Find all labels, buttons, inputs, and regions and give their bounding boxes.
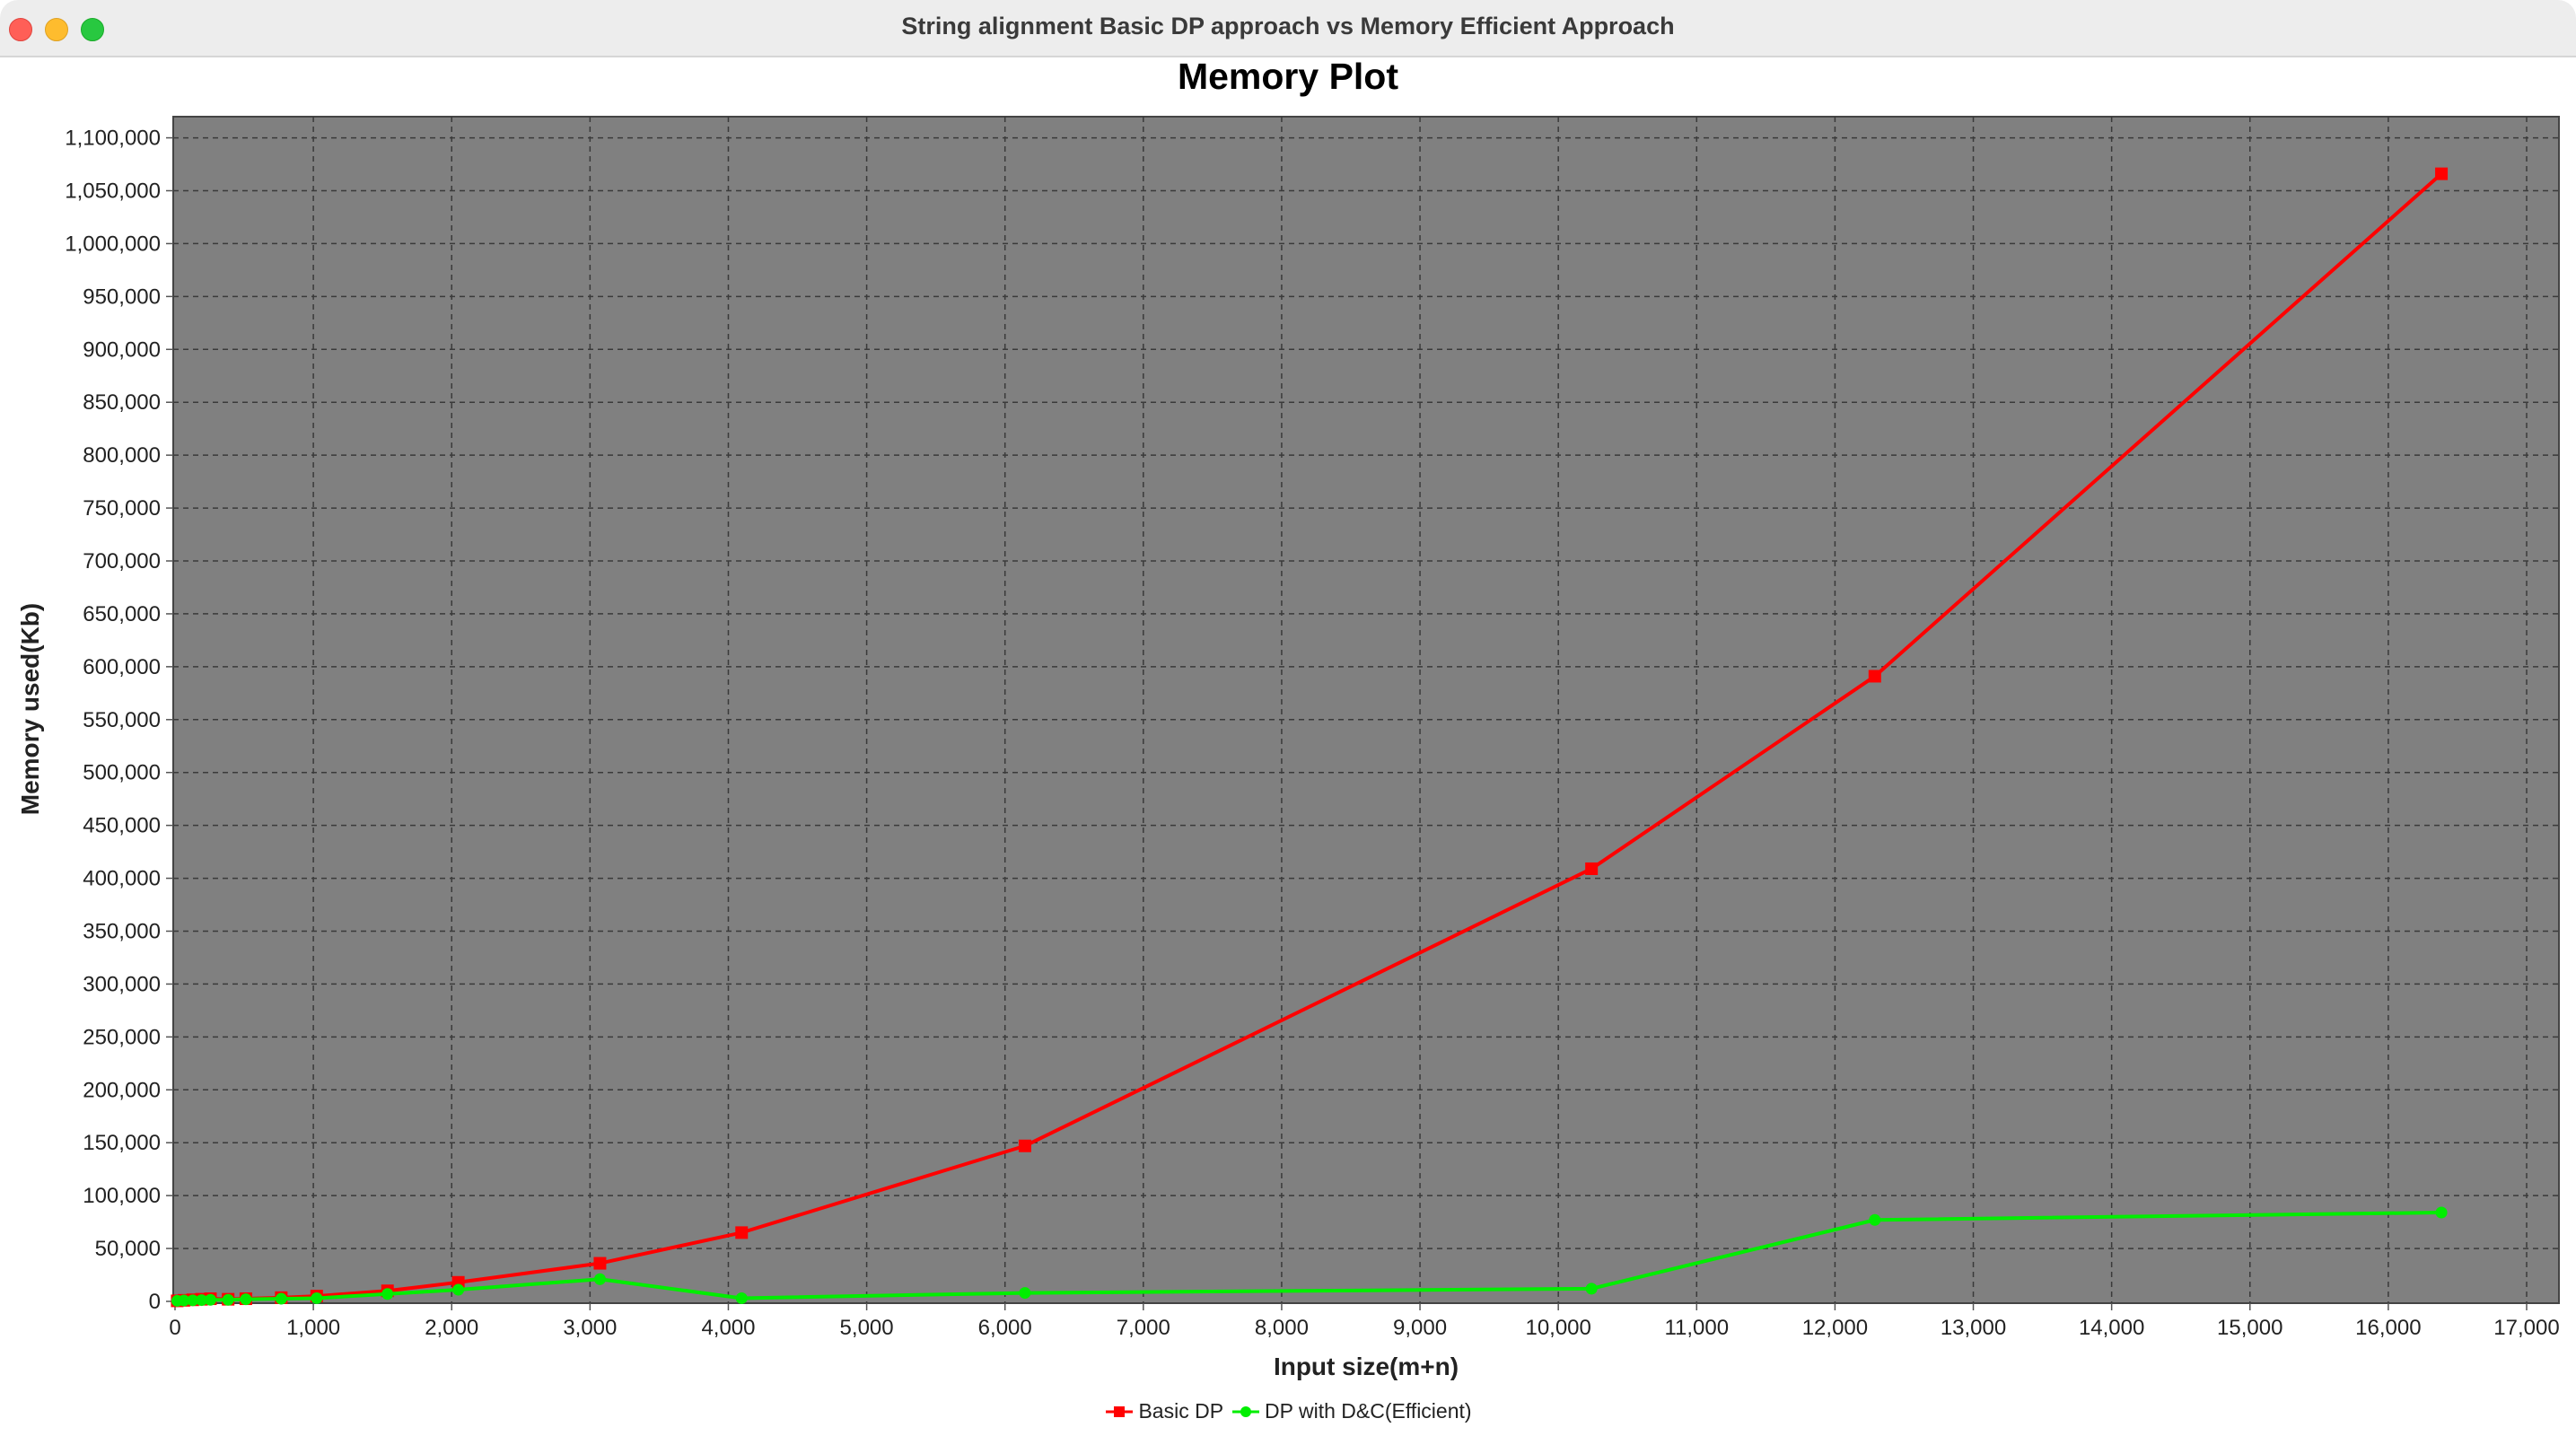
x-tick-label: 6,000 bbox=[978, 1316, 1032, 1340]
x-tick-label: 16,000 bbox=[2355, 1316, 2421, 1340]
x-tick-label: 15,000 bbox=[2217, 1316, 2282, 1340]
data-point-efficient bbox=[1019, 1287, 1031, 1300]
x-tick-label: 17,000 bbox=[2493, 1316, 2559, 1340]
y-tick-label: 400,000 bbox=[83, 867, 161, 891]
title-bar: String alignment Basic DP approach vs Me… bbox=[0, 0, 2576, 57]
data-point-basic-dp bbox=[1585, 862, 1599, 875]
close-button[interactable] bbox=[9, 18, 32, 41]
x-tick-label: 13,000 bbox=[1941, 1316, 2006, 1340]
data-point-basic-dp bbox=[1868, 670, 1881, 683]
data-point-efficient bbox=[178, 1294, 190, 1307]
y-tick-label: 850,000 bbox=[83, 390, 161, 415]
y-tick-label: 550,000 bbox=[83, 708, 161, 732]
data-point-basic-dp bbox=[2435, 167, 2449, 180]
data-point-efficient bbox=[240, 1293, 252, 1306]
x-tick-label: 12,000 bbox=[1802, 1316, 1868, 1340]
chart-title: Memory Plot bbox=[1177, 56, 1399, 97]
data-point-efficient bbox=[1585, 1283, 1598, 1295]
legend-item: DP with D&C(Efficient) bbox=[1231, 1399, 1472, 1423]
y-tick-label: 250,000 bbox=[83, 1025, 161, 1049]
data-point-basic-dp bbox=[593, 1256, 607, 1270]
data-point-efficient bbox=[452, 1283, 465, 1296]
y-tick-label: 650,000 bbox=[83, 602, 161, 626]
data-point-basic-dp bbox=[1018, 1139, 1031, 1152]
legend: Basic DP DP with D&C(Efficient) bbox=[0, 1399, 2576, 1426]
x-tick-label: 9,000 bbox=[1393, 1316, 1447, 1340]
minimize-button[interactable] bbox=[45, 18, 68, 41]
y-tick-label: 800,000 bbox=[83, 443, 161, 468]
x-tick-label: 1,000 bbox=[286, 1316, 340, 1340]
legend-label: DP with D&C(Efficient) bbox=[1265, 1399, 1472, 1423]
y-tick-label: 300,000 bbox=[83, 972, 161, 996]
data-point-efficient bbox=[381, 1288, 394, 1300]
x-tick-label: 2,000 bbox=[425, 1316, 478, 1340]
data-point-efficient bbox=[275, 1292, 287, 1305]
y-axis-ticks: 0 50,000 100,000 150,000 200,000 250,000 300,0… bbox=[65, 127, 173, 1314]
legend-label: Basic DP bbox=[1138, 1399, 1224, 1423]
y-tick-label: 600,000 bbox=[83, 655, 161, 679]
y-tick-label: 200,000 bbox=[83, 1078, 161, 1102]
y-tick-label: 900,000 bbox=[83, 337, 161, 362]
x-tick-label: 4,000 bbox=[701, 1316, 755, 1340]
x-axis-label: Input size(m+n) bbox=[1274, 1353, 1459, 1380]
y-tick-label: 950,000 bbox=[83, 285, 161, 309]
y-tick-label: 1,000,000 bbox=[65, 232, 161, 256]
y-tick-label: 1,050,000 bbox=[65, 180, 161, 204]
y-tick-label: 50,000 bbox=[95, 1237, 161, 1261]
data-point-efficient bbox=[196, 1294, 208, 1307]
x-tick-label: 7,000 bbox=[1117, 1316, 1170, 1340]
data-point-efficient bbox=[204, 1293, 216, 1306]
legend-item: Basic DP bbox=[1104, 1399, 1223, 1423]
x-tick-label: 11,000 bbox=[1664, 1316, 1729, 1340]
data-point-efficient bbox=[735, 1292, 748, 1304]
y-tick-label: 750,000 bbox=[83, 496, 161, 521]
data-point-basic-dp bbox=[735, 1226, 749, 1239]
data-point-efficient bbox=[222, 1293, 234, 1306]
series-layer bbox=[171, 167, 2449, 1308]
maximize-button[interactable] bbox=[81, 18, 104, 41]
x-axis-ticks: 0 1,000 2,000 3,000 4,000 5,000 6,000 7,000 8,00… bbox=[169, 1303, 2560, 1340]
grid-lines bbox=[173, 117, 2559, 1303]
y-tick-label: 350,000 bbox=[83, 920, 161, 944]
legend-swatch bbox=[1106, 1405, 1134, 1417]
y-tick-label: 150,000 bbox=[83, 1131, 161, 1155]
data-point-efficient bbox=[2435, 1206, 2448, 1219]
window-title: String alignment Basic DP approach vs Me… bbox=[901, 13, 1675, 39]
x-tick-label: 3,000 bbox=[563, 1316, 617, 1340]
y-tick-label: 500,000 bbox=[83, 761, 161, 785]
x-tick-label: 5,000 bbox=[840, 1316, 894, 1340]
x-tick-label: 8,000 bbox=[1255, 1316, 1309, 1340]
y-tick-label: 0 bbox=[149, 1290, 161, 1314]
y-tick-label: 100,000 bbox=[83, 1184, 161, 1208]
data-point-efficient bbox=[311, 1292, 323, 1304]
y-tick-label: 700,000 bbox=[83, 549, 161, 574]
plot-area bbox=[172, 116, 2560, 1304]
data-point-efficient bbox=[593, 1273, 606, 1285]
x-tick-label: 0 bbox=[169, 1316, 180, 1340]
data-point-efficient bbox=[187, 1294, 199, 1307]
x-tick-label: 14,000 bbox=[2079, 1316, 2144, 1340]
x-tick-label: 10,000 bbox=[1525, 1316, 1590, 1340]
y-tick-label: 1,100,000 bbox=[65, 127, 161, 151]
y-tick-label: 450,000 bbox=[83, 814, 161, 838]
y-axis-label: Memory used(Kb) bbox=[16, 603, 44, 815]
legend-swatch bbox=[1232, 1405, 1260, 1417]
data-point-efficient bbox=[1869, 1213, 1881, 1226]
